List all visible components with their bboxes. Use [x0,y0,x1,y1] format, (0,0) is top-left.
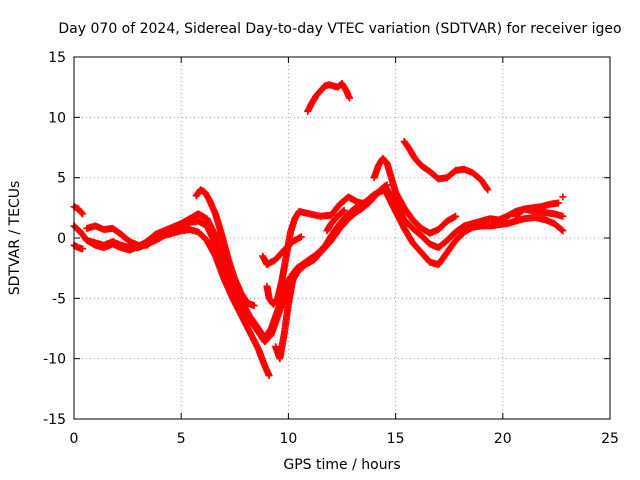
series-arc5 [83,226,273,380]
series-arc10 [323,206,348,235]
y-tick-label: 0 [57,231,66,247]
chart-title: Day 070 of 2024, Sidereal Day-to-day VTE… [58,21,621,37]
data-point [79,245,87,253]
series-arc15 [559,193,567,201]
data-point [265,372,273,380]
x-tick-label: 25 [601,431,619,447]
x-tick-label: 5 [177,431,186,447]
series-arc3 [70,182,567,342]
x-tick-label: 0 [70,431,79,447]
x-axis-label: GPS time / hours [283,457,400,473]
series-arc11 [304,80,354,115]
y-axis-label: SDTVAR / TECUs [7,181,23,296]
x-tick-label: 15 [387,431,405,447]
y-tick-label: -5 [52,291,66,307]
data-point [78,209,86,217]
data-point [558,226,566,234]
series-arc1 [70,203,87,218]
data-point [559,212,567,220]
y-tick-label: 10 [48,110,66,126]
axis-ticks: 0 5 10 15 20 25 -15 -10 -5 0 5 10 15 [43,50,619,447]
series-arc8 [259,233,305,269]
data-point [383,181,391,189]
series-arc14 [512,199,563,220]
y-tick-label: -15 [43,412,66,428]
data-point [483,185,491,193]
data-point [346,94,354,102]
series-arc2 [70,241,87,253]
plot-frame [73,56,611,420]
y-tick-label: 15 [48,50,66,66]
data-point [79,210,87,218]
series-arc9 [272,181,391,363]
series-arc13 [400,137,492,194]
data-point [484,186,492,194]
data-point [559,193,567,201]
series-arc4 [83,186,567,346]
data-point [452,212,460,220]
series-arc12 [370,154,460,237]
data-point [250,302,258,310]
data-point [555,199,563,207]
data-point [339,207,347,215]
data-point [559,227,567,235]
x-tick-label: 10 [279,431,297,447]
data-point [297,233,305,241]
data-point [382,182,390,190]
y-tick-label: -10 [43,352,66,368]
x-tick-label: 20 [494,431,512,447]
data-point [340,206,348,214]
data-marks [70,80,567,380]
series-arc6 [192,186,258,310]
y-tick-label: 5 [57,171,66,187]
